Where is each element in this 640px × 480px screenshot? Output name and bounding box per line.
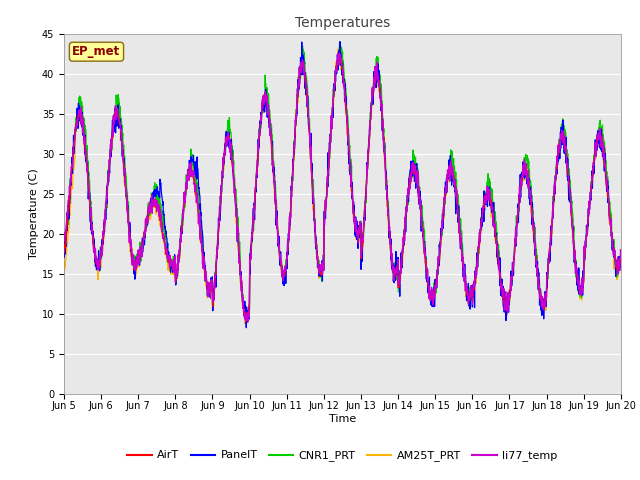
CNR1_PRT (617, 259, 625, 264)
AM25T_PRT (505, 301, 513, 307)
li77_temp (371, 63, 379, 69)
PanelT (584, 228, 591, 234)
CNR1_PRT (243, 318, 250, 324)
CNR1_PRT (568, 205, 576, 211)
AM25T_PRT (216, 220, 223, 226)
AM25T_PRT (334, 46, 342, 52)
CNR1_PRT (216, 215, 223, 221)
Y-axis label: Temperature (C): Temperature (C) (29, 168, 39, 259)
li77_temp (568, 224, 576, 229)
AirT (243, 316, 251, 322)
AirT (60, 249, 68, 255)
AirT (371, 72, 379, 78)
Legend: AirT, PanelT, CNR1_PRT, AM25T_PRT, li77_temp: AirT, PanelT, CNR1_PRT, AM25T_PRT, li77_… (123, 446, 562, 466)
li77_temp (216, 220, 223, 226)
CNR1_PRT (371, 73, 379, 79)
li77_temp (335, 50, 343, 56)
X-axis label: Time: Time (329, 414, 356, 424)
CNR1_PRT (336, 39, 344, 45)
PanelT (371, 81, 379, 87)
PanelT (617, 258, 625, 264)
li77_temp (242, 319, 250, 324)
AirT (568, 218, 576, 224)
AirT (336, 54, 344, 60)
PanelT (359, 239, 367, 245)
Text: EP_met: EP_met (72, 45, 120, 58)
CNR1_PRT (584, 222, 591, 228)
AM25T_PRT (617, 261, 625, 266)
AM25T_PRT (568, 225, 576, 231)
Line: li77_temp: li77_temp (64, 53, 621, 322)
AM25T_PRT (241, 321, 249, 327)
AM25T_PRT (371, 73, 379, 79)
li77_temp (359, 238, 367, 244)
PanelT (243, 325, 250, 331)
AirT (505, 300, 513, 306)
PanelT (568, 218, 576, 224)
PanelT (60, 254, 68, 260)
AM25T_PRT (584, 229, 591, 235)
li77_temp (60, 237, 68, 243)
li77_temp (617, 254, 625, 260)
AM25T_PRT (359, 243, 367, 249)
li77_temp (584, 221, 591, 227)
AirT (216, 217, 223, 223)
PanelT (505, 309, 513, 315)
li77_temp (505, 306, 513, 312)
AM25T_PRT (60, 270, 68, 276)
AirT (617, 257, 625, 263)
CNR1_PRT (505, 297, 513, 303)
Title: Temperatures: Temperatures (295, 16, 390, 30)
CNR1_PRT (60, 246, 68, 252)
Line: PanelT: PanelT (64, 42, 621, 328)
PanelT (336, 39, 344, 45)
Line: AM25T_PRT: AM25T_PRT (64, 49, 621, 324)
Line: AirT: AirT (64, 57, 621, 319)
CNR1_PRT (359, 230, 367, 236)
AirT (359, 240, 367, 245)
Line: CNR1_PRT: CNR1_PRT (64, 42, 621, 321)
AirT (584, 222, 591, 228)
PanelT (216, 221, 223, 227)
